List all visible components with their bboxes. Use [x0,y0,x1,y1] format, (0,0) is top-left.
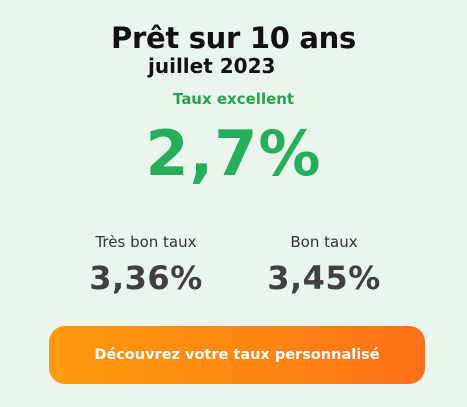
good-rate-value: 3,45% [267,259,381,297]
very-good-rate-block: Très bon taux 3,36% [56,232,236,298]
page-title: Prêt sur 10 ans [111,21,356,55]
very-good-rate-value: 3,36% [89,259,203,297]
good-rate-label: Bon taux [290,233,358,251]
good-rate-block: Bon taux 3,45% [234,232,414,298]
personalized-rate-button[interactable]: Découvrez votre taux personnalisé [49,326,425,384]
page-subtitle: juillet 2023 [148,54,276,78]
excellent-rate-value: 2,7% [145,117,322,190]
very-good-rate-label: Très bon taux [95,233,197,251]
excellent-rate-label: Taux excellent [172,90,295,108]
